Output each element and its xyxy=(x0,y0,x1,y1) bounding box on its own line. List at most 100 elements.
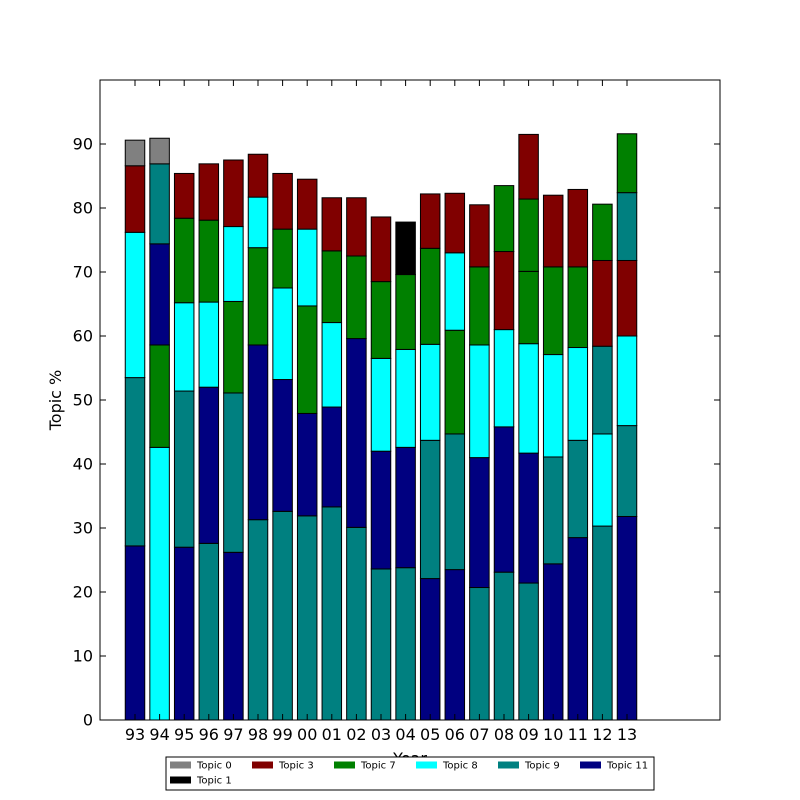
bar-segment-93-topic-9 xyxy=(124,377,146,547)
bar-segment-01-topic-3 xyxy=(321,197,343,252)
bar-segment-04-topic-11 xyxy=(395,446,416,569)
y-tick-label: 70 xyxy=(73,263,93,282)
bar-segment-93-topic-0 xyxy=(124,139,146,167)
x-tick-label: 95 xyxy=(174,725,194,744)
bar-segment-95-topic-9 xyxy=(173,390,195,548)
bar-segment-94-topic-9 xyxy=(149,163,170,245)
bar-segment-06-topic-7 xyxy=(444,329,466,435)
x-tick-label: 04 xyxy=(395,725,415,744)
bar-segment-08-topic-3 xyxy=(493,251,515,331)
y-tick-label: 80 xyxy=(73,199,93,218)
bar-segment-00-topic-9 xyxy=(296,515,318,721)
bar-segment-02-topic-11 xyxy=(346,338,367,528)
legend-swatch xyxy=(498,761,519,769)
bar-segment-09-topic-11 xyxy=(518,452,539,584)
y-axis-label: Topic % xyxy=(46,370,65,432)
legend: Topic 0 Topic 3 Topic 7 Topic 8 Topic 9 Topic… xyxy=(165,756,655,791)
legend-label: Topic 9 xyxy=(524,761,560,772)
bar-segment-12-topic-8 xyxy=(592,433,613,527)
bar-segment-98-topic-7 xyxy=(247,247,269,346)
x-tick-label: 13 xyxy=(617,725,637,744)
bar-segment-99-topic-3 xyxy=(272,172,293,230)
bar-segment-10-topic-11 xyxy=(542,563,564,721)
bar-segment-05-topic-11 xyxy=(419,578,441,721)
bar-segment-04-topic-9 xyxy=(395,567,416,721)
bar-segment-96-topic-7 xyxy=(198,219,220,303)
legend-label: Topic 0 xyxy=(196,761,232,772)
bar-segment-04-topic-7 xyxy=(395,274,416,350)
x-tick-label: 93 xyxy=(125,725,145,744)
bar-segment-10-topic-9 xyxy=(542,456,564,565)
bar-segment-99-topic-7 xyxy=(272,228,293,289)
x-tick-label: 06 xyxy=(445,725,465,744)
y-tick-label: 20 xyxy=(73,583,93,602)
x-tick-label: 94 xyxy=(149,725,169,744)
x-tick-label: 08 xyxy=(494,725,514,744)
x-tick-label: 98 xyxy=(248,725,268,744)
bar-segment-13-topic-3 xyxy=(616,259,638,337)
x-tick-label: 00 xyxy=(297,725,317,744)
y-tick-label: 90 xyxy=(73,135,93,154)
y-tick-label: 10 xyxy=(73,647,93,666)
bar-segment-08-topic-7 xyxy=(493,185,515,253)
y-tick-label: 0 xyxy=(83,711,93,730)
bar-segment-09-topic-7 xyxy=(518,270,539,345)
bar-segment-94-topic-7 xyxy=(149,344,170,448)
bar-segment-98-topic-8 xyxy=(247,196,269,249)
bar-segment-11-topic-3 xyxy=(567,188,589,268)
bar-segment-98-topic-11 xyxy=(247,344,269,521)
bar-segment-03-topic-9 xyxy=(370,568,392,721)
x-tick-label: 05 xyxy=(420,725,440,744)
bar-segment-93-topic-3 xyxy=(124,165,146,233)
x-tick-label: 01 xyxy=(322,725,342,744)
x-tick-label: 07 xyxy=(469,725,489,744)
x-tick-label: 96 xyxy=(199,725,219,744)
legend-box xyxy=(165,756,655,791)
bar-segment-07-topic-7 xyxy=(469,266,490,346)
bar-segment-11-topic-11 xyxy=(567,537,589,721)
bar-segment-06-topic-3 xyxy=(444,192,466,254)
bar-segment-09-topic-9 xyxy=(518,582,539,721)
bar-segment-96-topic-9 xyxy=(198,542,220,721)
legend-label: Topic 11 xyxy=(606,761,648,772)
bar-segment-95-topic-8 xyxy=(173,302,195,392)
legend-swatch xyxy=(334,761,355,769)
legend-swatch xyxy=(252,761,273,769)
bar-segment-12-topic-9 xyxy=(592,525,613,721)
bar-segment-08-topic-11 xyxy=(493,426,515,573)
x-tick-label: 97 xyxy=(223,725,243,744)
legend-swatch xyxy=(416,761,437,769)
bar-segment-10-topic-3 xyxy=(542,194,564,268)
bar-segment-07-topic-8 xyxy=(469,344,490,459)
bar-segment-09-topic-8 xyxy=(518,343,539,454)
bar-segment-00-topic-8 xyxy=(296,228,318,307)
bar-segment-02-topic-3 xyxy=(346,197,367,257)
bar-segment-00-topic-3 xyxy=(296,178,318,230)
bar-segment-04-topic-1 xyxy=(395,221,416,276)
bar-segment-94-topic-0 xyxy=(149,137,170,165)
bar-segment-13-topic-9 xyxy=(616,192,638,261)
x-tick-label: 99 xyxy=(272,725,292,744)
legend-label: Topic 3 xyxy=(278,761,314,772)
bar-segment-96-topic-11 xyxy=(198,386,220,544)
bar-segment-13-topic-11 xyxy=(616,515,638,721)
bar-segment-99-topic-8 xyxy=(272,287,293,381)
bars-layer xyxy=(124,133,638,721)
legend-swatch xyxy=(170,776,191,784)
bar-segment-12-topic-7 xyxy=(592,203,613,261)
bar-segment-95-topic-11 xyxy=(173,546,195,721)
bar-segment-97-topic-3 xyxy=(223,159,244,228)
bar-segment-05-topic-9 xyxy=(419,439,441,580)
bar-segment-05-topic-7 xyxy=(419,247,441,345)
bar-segment-94-topic-11 xyxy=(149,243,170,346)
bar-segment-10-topic-8 xyxy=(542,354,564,458)
bar-segment-00-topic-11 xyxy=(296,412,318,517)
bar-segment-97-topic-11 xyxy=(223,551,244,721)
bar-segment-01-topic-8 xyxy=(321,322,343,408)
bar-segment-01-topic-11 xyxy=(321,406,343,508)
bar-segment-03-topic-3 xyxy=(370,216,392,283)
bar-segment-00-topic-7 xyxy=(296,305,318,414)
bar-segment-93-topic-11 xyxy=(124,545,146,721)
y-tick-label: 60 xyxy=(73,327,93,346)
